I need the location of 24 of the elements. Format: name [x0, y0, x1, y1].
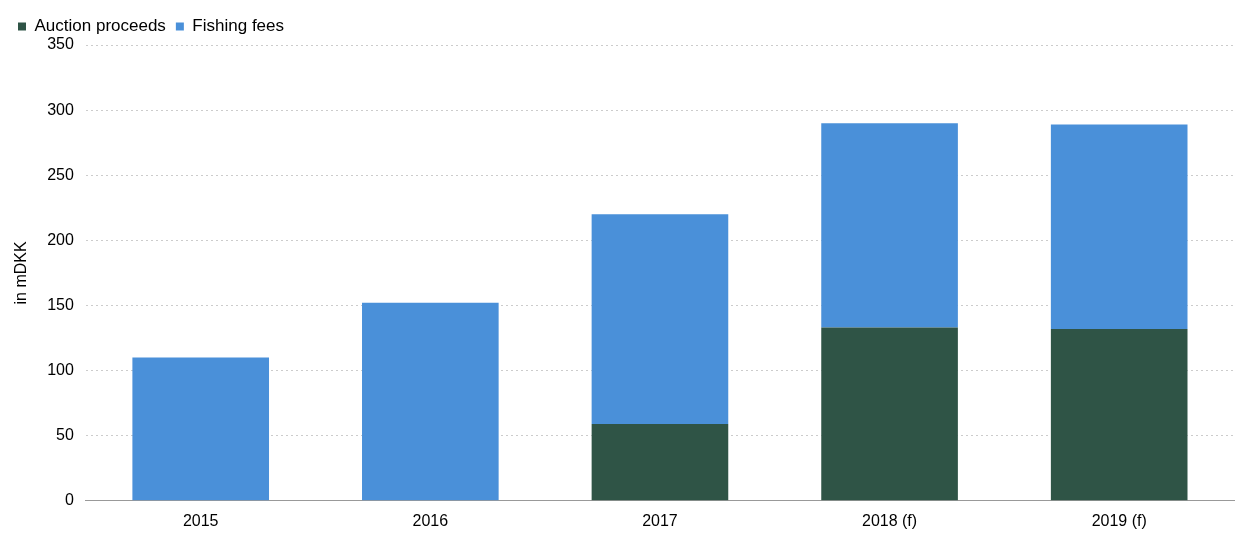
- y-tick-label: 350: [47, 35, 74, 53]
- bar: [362, 302, 499, 501]
- y-tick-label: 200: [47, 230, 74, 248]
- bar: [591, 214, 729, 424]
- bar: [132, 357, 270, 501]
- bar: [821, 123, 958, 328]
- y-axis-title: in mDKK: [12, 241, 30, 305]
- x-tick-label: 2018 (f): [862, 511, 918, 529]
- x-tick-label: 2015: [182, 511, 219, 529]
- y-tick-label: 100: [47, 360, 74, 378]
- y-tick-label: 250: [47, 165, 74, 183]
- x-tick-label: 2016: [412, 511, 449, 529]
- x-tick-label: 2017: [642, 511, 678, 529]
- bar: [591, 423, 729, 501]
- bar: [1050, 124, 1188, 329]
- y-tick-label: 150: [47, 295, 74, 313]
- y-tick-label: 0: [64, 491, 74, 509]
- legend-label: Auction proceeds: [34, 16, 166, 36]
- x-tick-label: 2019 (f): [1091, 511, 1147, 529]
- y-tick-label: 50: [56, 426, 74, 444]
- legend-label: Fishing fees: [192, 16, 285, 36]
- bar: [1050, 328, 1188, 501]
- y-tick-label: 300: [47, 100, 74, 118]
- bar: [821, 327, 958, 501]
